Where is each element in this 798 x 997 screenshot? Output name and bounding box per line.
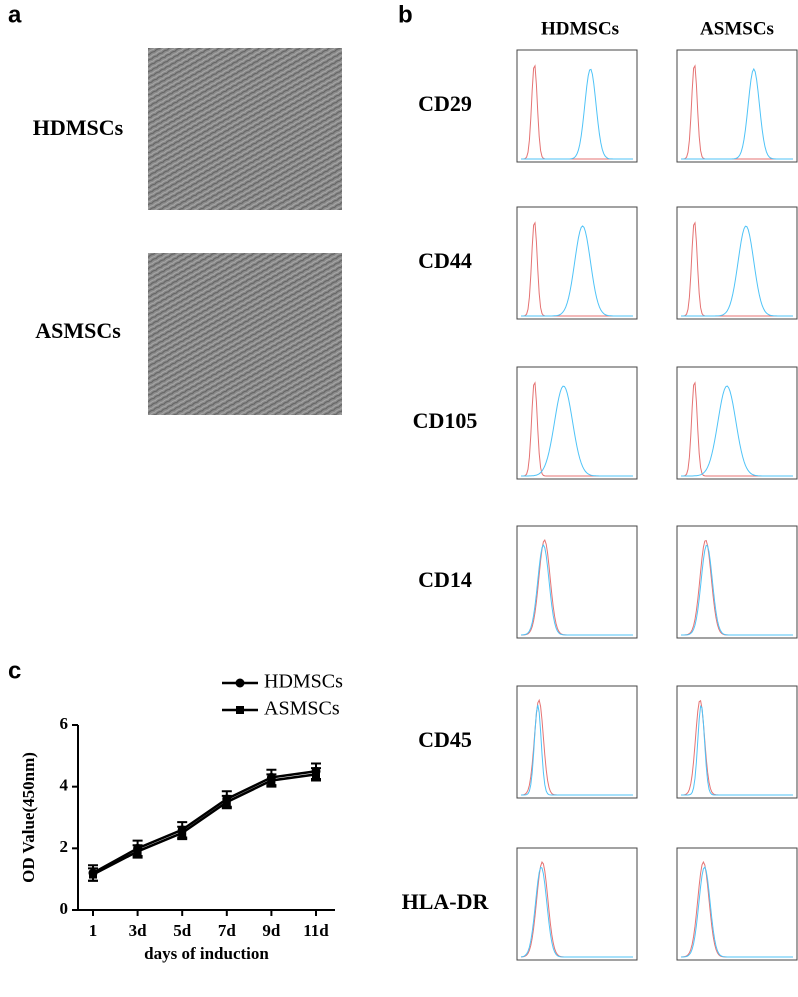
y-tick-label: 6: [60, 714, 69, 733]
histogram-frame: [676, 366, 798, 480]
histogram-frame: [676, 685, 798, 799]
histogram-curve: [520, 543, 633, 636]
row-label: CD29: [418, 91, 472, 116]
series-line: [92, 773, 317, 876]
flow-panels: CD29 CD44 CD105 CD14 CD45 HLA-DR: [402, 49, 798, 961]
row-label: CD45: [418, 727, 472, 752]
histogram-frame: [676, 49, 798, 163]
x-axis-title: days of induction: [144, 944, 269, 963]
y-tick-label: 4: [60, 776, 69, 795]
x-tick-label: 9d: [262, 921, 281, 940]
histogram-curve: [681, 385, 793, 477]
row-label: ASMSCs: [35, 318, 121, 343]
y-tick-label: 2: [60, 837, 69, 856]
legend-label: HDMSCs: [264, 671, 343, 693]
histogram-curve: [521, 539, 633, 636]
histogram-curve: [521, 385, 633, 477]
histogram-curve: [681, 64, 793, 160]
marker: [89, 870, 97, 879]
histogram-frame: [676, 525, 798, 639]
micrograph: [148, 253, 342, 415]
marker: [236, 706, 244, 714]
row-label: CD14: [418, 567, 472, 592]
row-label: HLA-DR: [402, 889, 490, 914]
row-label: HDMSCs: [33, 115, 124, 140]
histogram-frame: [516, 366, 638, 480]
y-axis-title: OD Value(450nm): [19, 752, 38, 883]
histogram-curve: [681, 544, 793, 636]
row-label: CD105: [413, 408, 478, 433]
histogram-curve: [521, 221, 633, 317]
x-tick-label: 1: [89, 921, 98, 940]
legend-label: ASMSCs: [264, 698, 340, 720]
histogram-frame: [516, 847, 638, 961]
histogram-curve: [681, 225, 793, 317]
marker: [235, 678, 245, 688]
marker: [178, 828, 187, 837]
marker: [222, 798, 231, 807]
histogram-curve: [681, 866, 793, 958]
line-chart: 0 2 4 6 1 3d 5d 7d 9d 11d days of induction OD Valu…: [19, 671, 343, 963]
histogram-frame: [516, 49, 638, 163]
marker: [312, 770, 320, 779]
marker: [133, 847, 142, 856]
panel-label: c: [8, 657, 21, 684]
panel-label: a: [8, 1, 22, 28]
histogram-curve: [681, 67, 793, 160]
histogram-frame: [516, 685, 638, 799]
marker: [267, 776, 276, 785]
histogram-curve: [681, 539, 793, 636]
row-label: CD44: [418, 248, 472, 273]
y-tick-label: 0: [60, 899, 69, 918]
histogram-frame: [516, 206, 638, 320]
histogram-curve: [521, 381, 633, 477]
histogram-curve: [681, 705, 793, 796]
x-tick-label: 3d: [129, 921, 148, 940]
histogram-curve: [521, 68, 633, 160]
x-tick-label: 11d: [303, 921, 329, 940]
panel-label: b: [398, 1, 413, 28]
histogram-curve: [520, 698, 633, 796]
histogram-curve: [520, 861, 633, 958]
histogram-frame: [516, 525, 638, 639]
x-tick-label: 5d: [173, 921, 192, 940]
series-line: [92, 770, 317, 875]
histogram-frame: [676, 206, 798, 320]
column-header: ASMSCs: [700, 18, 774, 39]
histogram-curve: [520, 866, 633, 958]
column-header: HDMSCs: [541, 18, 619, 39]
micrograph: [148, 48, 342, 210]
x-tick-label: 7d: [218, 921, 237, 940]
histogram-curve: [521, 704, 633, 796]
histogram-curve: [521, 225, 633, 317]
histogram-frame: [676, 847, 798, 961]
histogram-curve: [521, 64, 633, 160]
